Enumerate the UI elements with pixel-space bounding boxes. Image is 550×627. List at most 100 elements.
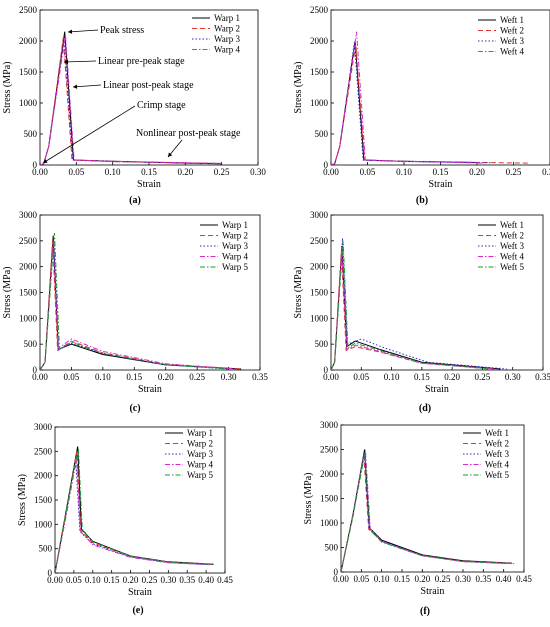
y-tick-label: 500 bbox=[39, 544, 53, 554]
x-tick-label: 0.10 bbox=[396, 167, 412, 177]
x-tick-label: 0.15 bbox=[394, 574, 410, 584]
series-line-weft-1 bbox=[331, 245, 501, 370]
series-line-weft-3 bbox=[331, 238, 507, 370]
chart-panel-b: 0.00 0.05 0.10 0.15 0.20 0.25 0.30 0 500 1000 1500… bbox=[293, 5, 550, 190]
x-axis-label: Strain bbox=[421, 586, 445, 597]
x-tick-label: 0.10 bbox=[95, 372, 111, 382]
annotation-arrow bbox=[72, 84, 102, 88]
x-tick-label: 0.30 bbox=[221, 372, 237, 382]
legend-label: Warp 2 bbox=[222, 231, 248, 241]
x-tick-label: 0.30 bbox=[455, 574, 471, 584]
x-axis-label: Strain bbox=[138, 384, 162, 395]
y-tick-label: 1500 bbox=[19, 67, 38, 77]
legend-label: Weft 1 bbox=[485, 428, 509, 438]
annotation-label: Linear post-peak stage bbox=[103, 80, 194, 91]
y-tick-label: 0 bbox=[33, 160, 38, 170]
x-tick-label: 0.10 bbox=[85, 575, 101, 585]
legend-label: Weft 3 bbox=[485, 449, 510, 459]
y-axis-label: Stress (MPa) bbox=[293, 267, 304, 319]
x-tick-label: 0.40 bbox=[496, 574, 512, 584]
legend-label: Weft 1 bbox=[500, 220, 524, 230]
annotation-label: Peak stress bbox=[100, 25, 144, 36]
annotation-arrow bbox=[63, 60, 97, 63]
legend-label: Weft 3 bbox=[500, 36, 525, 46]
x-tick-label: 0.10 bbox=[374, 574, 390, 584]
series-line-warp-1 bbox=[40, 31, 222, 165]
y-tick-label: 3000 bbox=[320, 420, 339, 430]
x-tick-label: 0.35 bbox=[475, 574, 491, 584]
x-axis-label: Strain bbox=[128, 587, 152, 598]
y-tick-label: 2500 bbox=[310, 5, 329, 15]
x-axis-label: Strain bbox=[429, 179, 453, 190]
y-tick-label: 2000 bbox=[34, 471, 53, 481]
x-tick-label: 0.45 bbox=[217, 575, 233, 585]
x-tick-label: 0.00 bbox=[32, 372, 48, 382]
chart-panel-a: 0.00 0.05 0.10 0.15 0.20 0.25 0.30 0 500 1000 1500… bbox=[2, 5, 266, 190]
y-tick-label: 1000 bbox=[34, 519, 53, 529]
chart-panel-f: 0.00 0.05 0.10 0.15 0.20 0.25 0.30 0.35 0.40 0.45… bbox=[303, 420, 532, 597]
legend-label: Weft 3 bbox=[500, 241, 525, 251]
y-axis-label: Stress (MPa) bbox=[17, 474, 28, 526]
legend-label: Weft 2 bbox=[500, 231, 524, 241]
x-axis-label: Strain bbox=[137, 179, 161, 190]
y-tick-label: 500 bbox=[315, 339, 329, 349]
x-tick-label: 0.25 bbox=[506, 167, 522, 177]
y-tick-label: 3000 bbox=[310, 210, 329, 220]
series-line-weft-2 bbox=[331, 44, 529, 165]
x-tick-label: 0.25 bbox=[435, 574, 451, 584]
y-tick-label: 2000 bbox=[19, 262, 38, 272]
series-line-warp-4 bbox=[40, 34, 222, 165]
y-axis-label: Stress (MPa) bbox=[2, 62, 13, 114]
y-tick-label: 2500 bbox=[19, 5, 38, 15]
y-tick-label: 2000 bbox=[310, 262, 329, 272]
y-tick-label: 1000 bbox=[19, 98, 38, 108]
x-tick-label: 0.00 bbox=[47, 575, 63, 585]
y-tick-label: 1000 bbox=[320, 518, 339, 528]
x-tick-label: 0.45 bbox=[516, 574, 532, 584]
y-axis-label: Stress (MPa) bbox=[293, 62, 304, 114]
y-tick-label: 0 bbox=[334, 567, 339, 577]
x-tick-label: 0.25 bbox=[142, 575, 158, 585]
y-tick-label: 500 bbox=[325, 543, 339, 553]
annotation-arrowhead bbox=[168, 152, 173, 157]
annotation-arrowhead bbox=[68, 29, 73, 34]
legend-label: Warp 4 bbox=[222, 252, 249, 262]
x-tick-label: 0.05 bbox=[64, 372, 80, 382]
annotation-label: Linear pre-peak stage bbox=[98, 56, 185, 67]
y-tick-label: 3000 bbox=[34, 422, 53, 432]
y-tick-label: 0 bbox=[324, 365, 329, 375]
legend-label: Weft 1 bbox=[500, 15, 524, 25]
y-axis-label: Stress (MPa) bbox=[2, 267, 13, 319]
legend-label: Weft 5 bbox=[500, 262, 525, 272]
x-tick-label: 0.20 bbox=[177, 167, 193, 177]
y-tick-label: 1500 bbox=[19, 288, 38, 298]
legend-label: Warp 2 bbox=[187, 439, 213, 449]
legend-label: Warp 3 bbox=[222, 241, 249, 251]
x-tick-label: 0.15 bbox=[414, 372, 430, 382]
y-tick-label: 0 bbox=[324, 160, 329, 170]
x-tick-label: 0.00 bbox=[323, 167, 339, 177]
y-tick-label: 0 bbox=[33, 365, 38, 375]
legend-label: Weft 4 bbox=[500, 252, 525, 262]
series-line-weft-3 bbox=[331, 42, 492, 165]
x-tick-label: 0.10 bbox=[384, 372, 400, 382]
legend-label: Warp 4 bbox=[214, 45, 241, 55]
y-tick-label: 2000 bbox=[19, 36, 38, 46]
legend-label: Warp 4 bbox=[187, 460, 214, 470]
legend-label: Warp 5 bbox=[222, 262, 249, 272]
panel-label: (d) bbox=[419, 403, 431, 414]
y-tick-label: 3000 bbox=[19, 210, 38, 220]
y-tick-label: 500 bbox=[24, 129, 38, 139]
y-tick-label: 1500 bbox=[310, 288, 329, 298]
x-tick-label: 0.05 bbox=[66, 575, 82, 585]
y-tick-label: 2000 bbox=[320, 469, 339, 479]
series-line-warp-5 bbox=[55, 448, 214, 573]
x-tick-label: 0.30 bbox=[542, 167, 550, 177]
x-tick-label: 0.05 bbox=[360, 167, 376, 177]
x-tick-label: 0.40 bbox=[198, 575, 214, 585]
y-tick-label: 2000 bbox=[310, 36, 329, 46]
x-tick-label: 0.30 bbox=[160, 575, 176, 585]
panel-label: (c) bbox=[129, 403, 140, 414]
x-tick-label: 0.25 bbox=[214, 167, 230, 177]
